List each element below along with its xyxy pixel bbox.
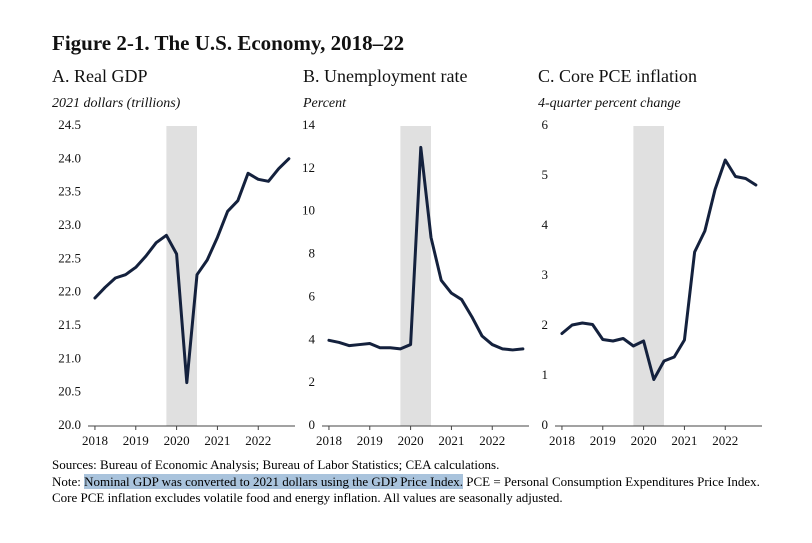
x-tick-label: 2022 <box>479 433 505 448</box>
x-tick-label: 2020 <box>631 433 657 448</box>
x-tick-label: 2020 <box>398 433 424 448</box>
y-tick-label: 21.5 <box>58 317 81 332</box>
y-tick-label: 6 <box>309 288 316 303</box>
figure-title: Figure 2-1. The U.S. Economy, 2018–22 <box>52 31 404 55</box>
data-line <box>560 158 758 381</box>
data-line <box>327 145 525 352</box>
y-tick-label: 23.5 <box>58 184 81 199</box>
y-tick-label: 14 <box>302 117 316 132</box>
panel-subtitle: 4-quarter percent change <box>538 96 681 111</box>
y-tick-label: 2 <box>542 317 549 332</box>
recession-shade <box>166 126 198 426</box>
x-tick-label: 2019 <box>590 433 616 448</box>
y-tick-label: 12 <box>302 160 315 175</box>
y-tick-label: 0 <box>542 417 549 432</box>
note: Note: Nominal GDP was converted to 2021 … <box>52 473 772 507</box>
y-tick-label: 24.5 <box>58 117 81 132</box>
x-tick-label: 2022 <box>245 433 271 448</box>
y-tick-label: 5 <box>542 167 549 182</box>
y-tick-label: 4 <box>309 331 316 346</box>
x-tick-label: 2022 <box>712 433 738 448</box>
x-tick-label: 2019 <box>357 433 383 448</box>
y-tick-label: 1 <box>542 367 549 382</box>
x-tick-label: 2018 <box>82 433 108 448</box>
recession-shade <box>633 126 665 426</box>
y-tick-label: 21.0 <box>58 350 81 365</box>
sources: Sources: Bureau of Economic Analysis; Bu… <box>52 457 500 472</box>
y-tick-label: 20.5 <box>58 384 81 399</box>
y-tick-label: 0 <box>309 417 316 432</box>
y-tick-label: 4 <box>542 217 549 232</box>
x-tick-label: 2019 <box>123 433 149 448</box>
y-tick-label: 22.0 <box>58 284 81 299</box>
recession-shade <box>400 126 432 426</box>
footnotes: Sources: Bureau of Economic Analysis; Bu… <box>52 457 772 507</box>
y-tick-label: 10 <box>302 203 315 218</box>
x-tick-label: 2018 <box>549 433 575 448</box>
panel-title: A. Real GDP <box>52 66 148 86</box>
y-tick-label: 23.0 <box>58 217 81 232</box>
y-tick-label: 2 <box>309 374 316 389</box>
panel-title: B. Unemployment rate <box>303 66 467 86</box>
panel-subtitle: 2021 dollars (trillions) <box>52 96 181 111</box>
x-tick-label: 2021 <box>438 433 464 448</box>
note-text: PCE = Personal Consumption Expenditures … <box>52 473 760 506</box>
y-tick-label: 20.0 <box>58 417 81 432</box>
x-tick-label: 2020 <box>164 433 190 448</box>
panel-subtitle: Percent <box>302 96 347 111</box>
y-tick-label: 6 <box>542 117 549 132</box>
x-tick-label: 2021 <box>671 433 697 448</box>
y-tick-label: 24.0 <box>58 150 81 165</box>
figure: Figure 2-1. The U.S. Economy, 2018–22 A.… <box>52 31 762 448</box>
panel-title: C. Core PCE inflation <box>538 66 697 86</box>
y-tick-label: 8 <box>309 246 316 261</box>
x-tick-label: 2021 <box>204 433 230 448</box>
note-label: Note: <box>52 473 81 489</box>
y-tick-label: 3 <box>542 267 549 282</box>
note-highlight: Nominal GDP was converted to 2021 dollar… <box>84 473 464 489</box>
data-line <box>93 157 291 385</box>
x-tick-label: 2018 <box>316 433 342 448</box>
y-tick-label: 22.5 <box>58 250 81 265</box>
